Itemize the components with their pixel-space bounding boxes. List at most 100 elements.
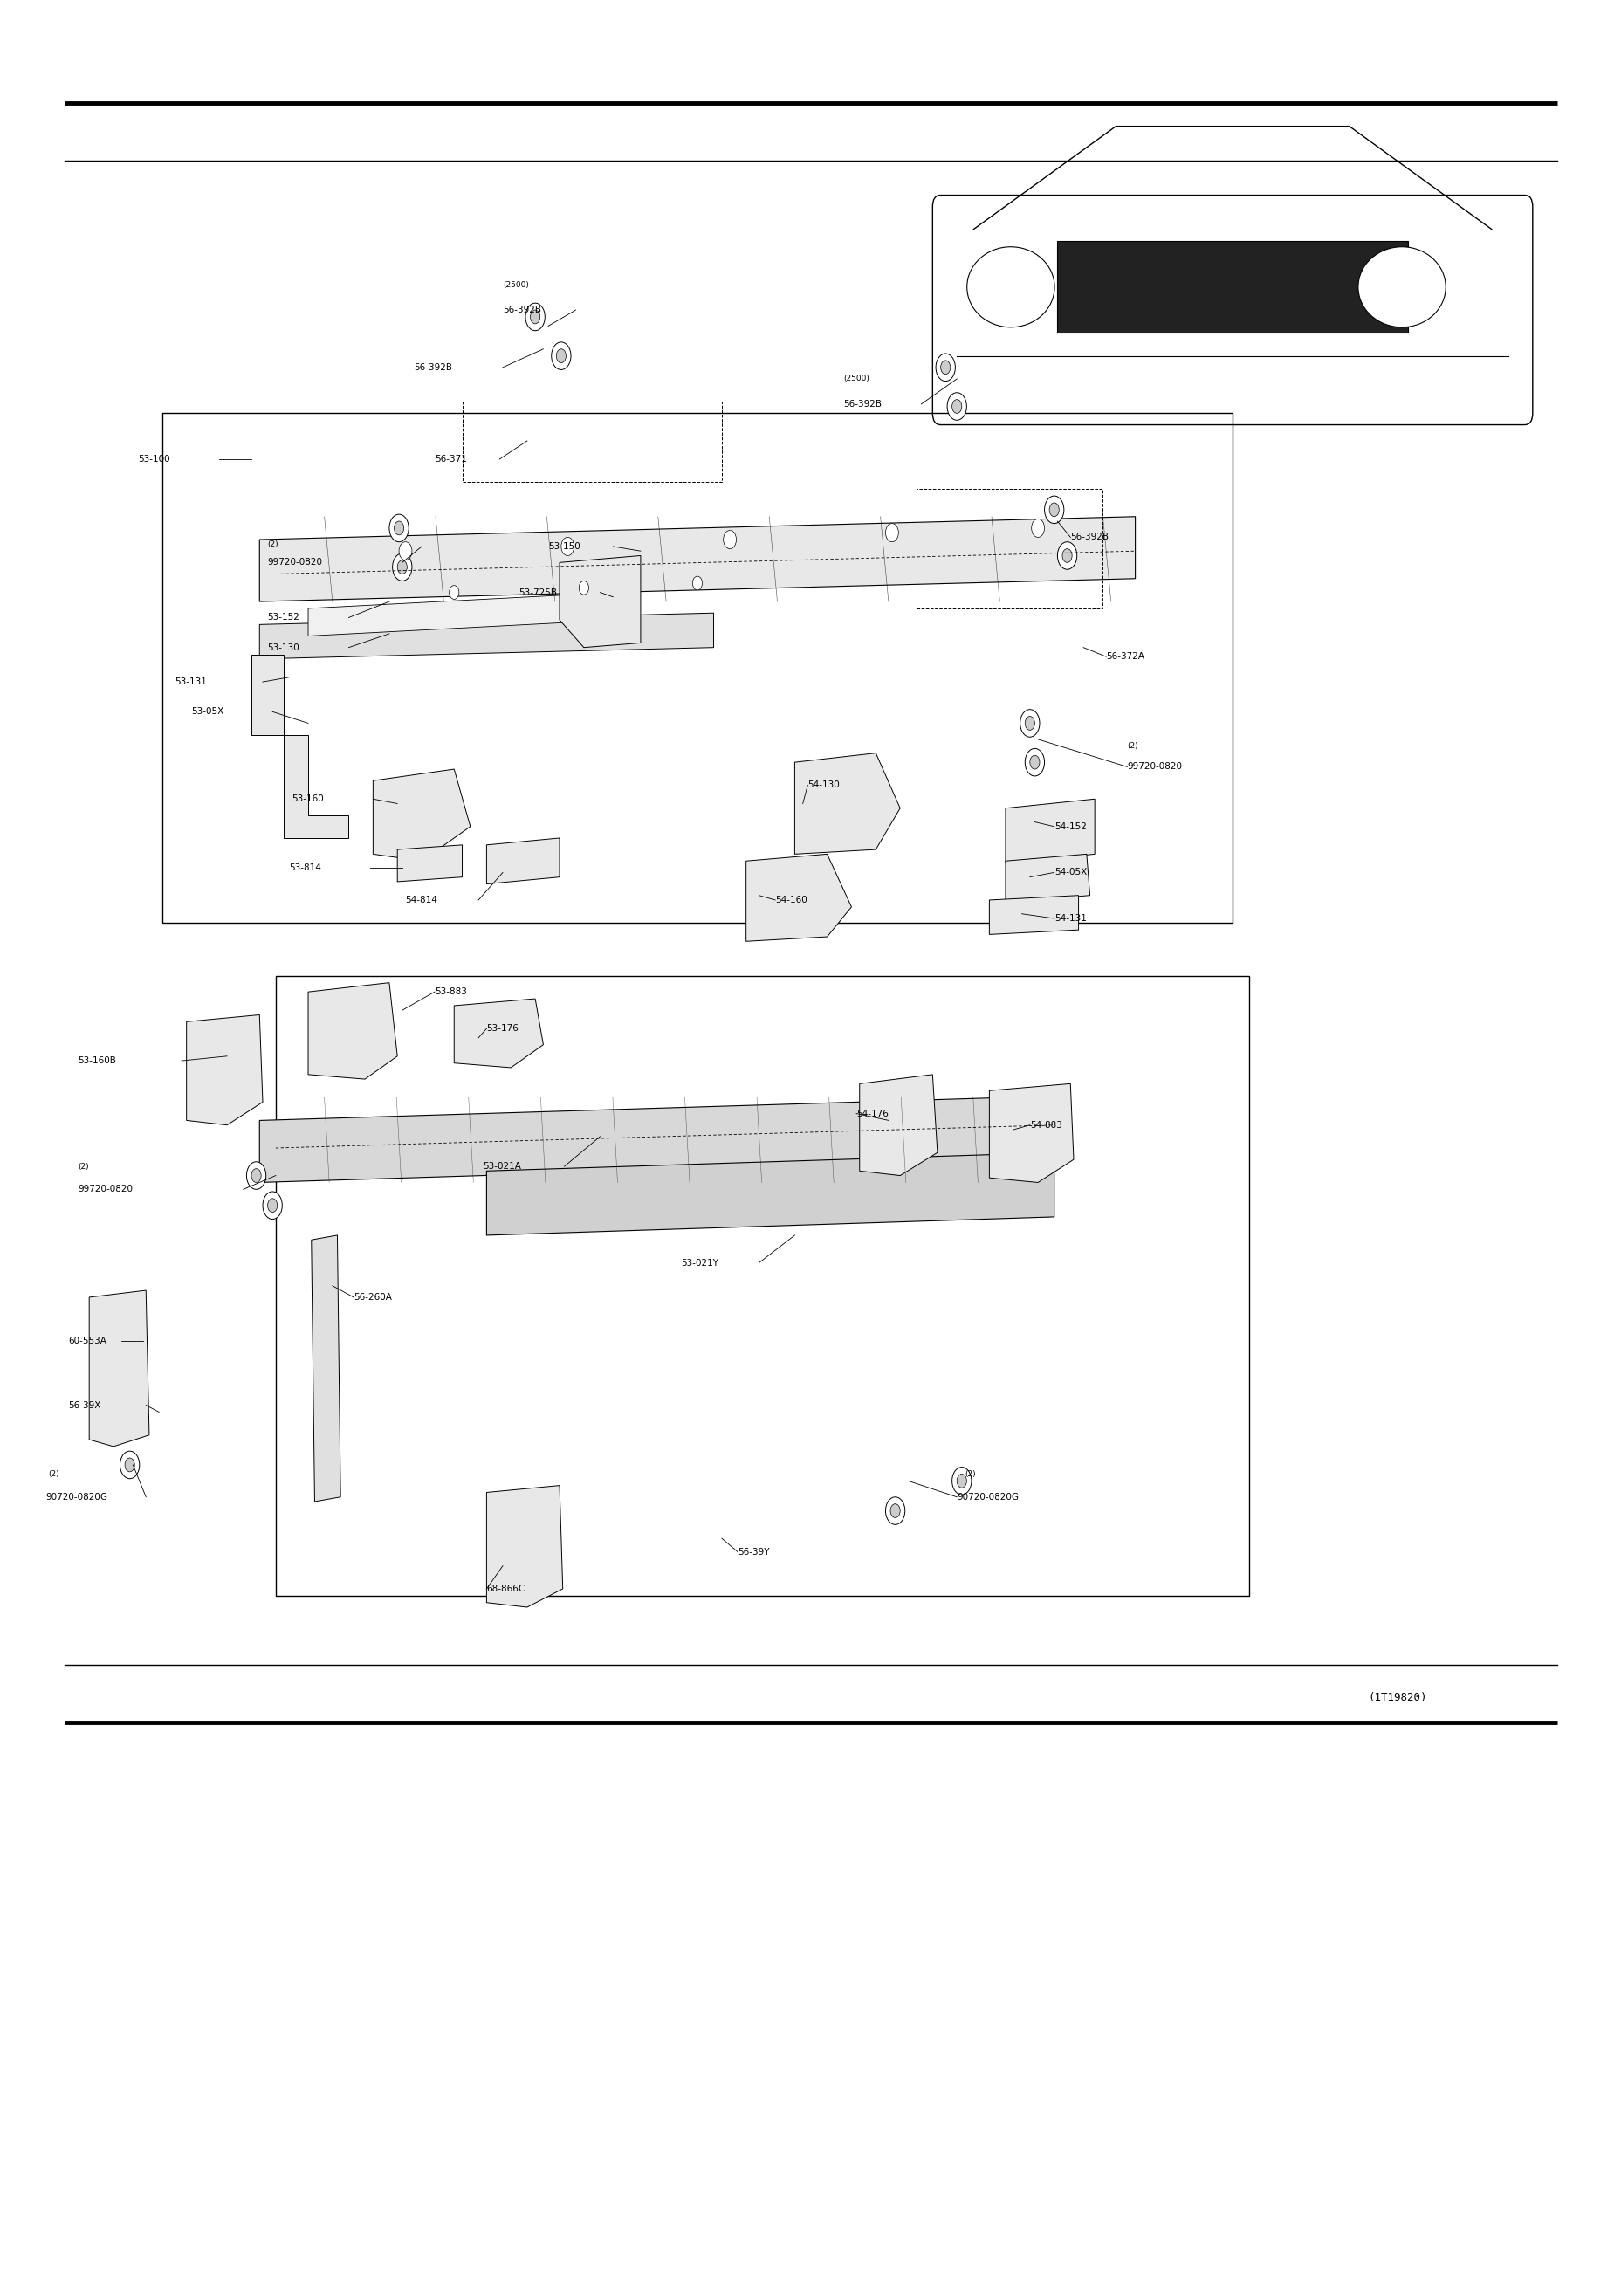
Text: (2): (2) <box>1127 742 1138 751</box>
Circle shape <box>952 1467 971 1495</box>
Polygon shape <box>397 845 462 882</box>
Circle shape <box>1057 542 1076 569</box>
Circle shape <box>392 553 412 581</box>
Polygon shape <box>259 613 713 659</box>
Bar <box>276 976 1248 1596</box>
Circle shape <box>1031 519 1044 537</box>
Text: (2): (2) <box>267 540 279 549</box>
Text: 53-160B: 53-160B <box>78 1056 117 1065</box>
Circle shape <box>723 530 736 549</box>
Ellipse shape <box>1357 248 1444 328</box>
Text: 99720-0820: 99720-0820 <box>267 558 323 567</box>
Text: 54-176: 54-176 <box>856 1109 888 1118</box>
Circle shape <box>940 360 950 374</box>
Circle shape <box>1024 748 1044 776</box>
Text: (2500): (2500) <box>503 280 528 289</box>
Text: 99720-0820: 99720-0820 <box>78 1185 133 1194</box>
Polygon shape <box>308 983 397 1079</box>
Text: 53-176: 53-176 <box>486 1024 519 1033</box>
Circle shape <box>1020 709 1039 737</box>
Text: 53-725B: 53-725B <box>519 588 558 597</box>
Polygon shape <box>794 753 900 854</box>
Text: 53-150: 53-150 <box>548 542 580 551</box>
Text: 56-372A: 56-372A <box>1106 652 1144 661</box>
Text: 54-131: 54-131 <box>1054 914 1086 923</box>
Circle shape <box>251 1169 261 1182</box>
Text: 60-553A: 60-553A <box>68 1336 107 1345</box>
FancyBboxPatch shape <box>932 195 1532 425</box>
Circle shape <box>389 514 408 542</box>
Text: 53-160: 53-160 <box>292 794 324 804</box>
Text: 90720-0820G: 90720-0820G <box>956 1492 1018 1502</box>
Circle shape <box>263 1192 282 1219</box>
Text: 54-05X: 54-05X <box>1054 868 1086 877</box>
Ellipse shape <box>966 248 1054 328</box>
Circle shape <box>947 393 966 420</box>
Text: 90720-0820G: 90720-0820G <box>45 1492 107 1502</box>
Circle shape <box>579 581 588 595</box>
Text: (2): (2) <box>78 1162 89 1171</box>
Polygon shape <box>1005 854 1089 902</box>
Text: 56-392B: 56-392B <box>843 400 882 409</box>
Circle shape <box>246 1162 266 1189</box>
Polygon shape <box>308 592 616 636</box>
Circle shape <box>561 537 574 556</box>
Circle shape <box>885 1497 905 1525</box>
Text: 56-39X: 56-39X <box>68 1401 101 1410</box>
Circle shape <box>556 349 566 363</box>
Text: 54-130: 54-130 <box>807 781 840 790</box>
Polygon shape <box>259 1097 1005 1182</box>
Text: 53-152: 53-152 <box>267 613 300 622</box>
Circle shape <box>394 521 404 535</box>
Polygon shape <box>859 1075 937 1176</box>
Circle shape <box>125 1458 135 1472</box>
Text: 53-130: 53-130 <box>267 643 300 652</box>
Circle shape <box>935 354 955 381</box>
Text: 53-05X: 53-05X <box>191 707 224 716</box>
Circle shape <box>397 560 407 574</box>
Polygon shape <box>746 854 851 941</box>
Text: 53-131: 53-131 <box>175 677 207 687</box>
Text: 53-021Y: 53-021Y <box>681 1258 718 1267</box>
Bar <box>916 489 1102 608</box>
Text: 68-866C: 68-866C <box>486 1584 525 1593</box>
Text: 99720-0820: 99720-0820 <box>1127 762 1182 771</box>
Polygon shape <box>454 999 543 1068</box>
Text: 54-152: 54-152 <box>1054 822 1086 831</box>
Text: 54-814: 54-814 <box>405 895 438 905</box>
Polygon shape <box>1005 799 1094 863</box>
Polygon shape <box>486 1153 1054 1235</box>
Circle shape <box>399 542 412 560</box>
Circle shape <box>1024 716 1034 730</box>
Polygon shape <box>989 1084 1073 1182</box>
Text: 53-883: 53-883 <box>434 987 467 996</box>
Text: (2): (2) <box>964 1469 976 1479</box>
Text: 56-392B: 56-392B <box>503 305 541 315</box>
Text: 53-814: 53-814 <box>289 863 321 872</box>
Text: 54-883: 54-883 <box>1029 1120 1062 1130</box>
Polygon shape <box>89 1290 149 1446</box>
Polygon shape <box>486 838 559 884</box>
Circle shape <box>1062 549 1071 563</box>
Bar <box>462 402 721 482</box>
Circle shape <box>885 523 898 542</box>
Text: 56-371: 56-371 <box>434 455 467 464</box>
Text: 53-021A: 53-021A <box>483 1162 522 1171</box>
Polygon shape <box>559 556 640 647</box>
Text: (1T19820): (1T19820) <box>1368 1692 1426 1704</box>
Polygon shape <box>373 769 470 861</box>
Text: 56-260A: 56-260A <box>353 1293 392 1302</box>
Polygon shape <box>486 1486 562 1607</box>
Bar <box>162 413 1232 923</box>
Circle shape <box>267 1199 277 1212</box>
Circle shape <box>449 585 459 599</box>
Circle shape <box>1049 503 1059 517</box>
Circle shape <box>692 576 702 590</box>
Polygon shape <box>311 1235 340 1502</box>
Text: 56-392B: 56-392B <box>413 363 452 372</box>
Circle shape <box>956 1474 966 1488</box>
Circle shape <box>525 303 545 331</box>
Circle shape <box>1029 755 1039 769</box>
Circle shape <box>551 342 571 370</box>
Polygon shape <box>251 654 349 838</box>
